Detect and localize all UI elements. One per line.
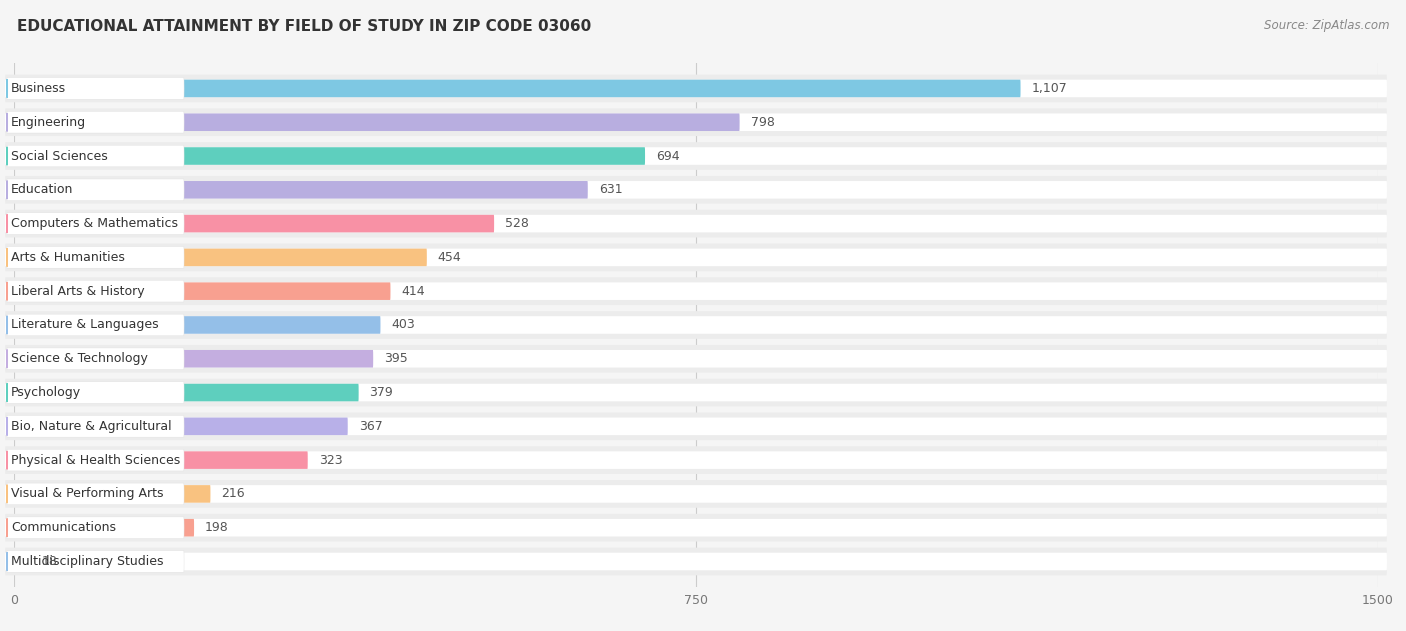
FancyBboxPatch shape (6, 147, 1386, 165)
Text: 631: 631 (599, 184, 623, 196)
Text: 454: 454 (437, 251, 461, 264)
FancyBboxPatch shape (14, 485, 211, 503)
Text: 528: 528 (505, 217, 529, 230)
FancyBboxPatch shape (6, 74, 1386, 102)
FancyBboxPatch shape (14, 80, 1021, 97)
FancyBboxPatch shape (14, 147, 645, 165)
FancyBboxPatch shape (14, 114, 740, 131)
Text: Psychology: Psychology (11, 386, 82, 399)
FancyBboxPatch shape (6, 209, 1386, 237)
FancyBboxPatch shape (6, 311, 1386, 339)
Text: Arts & Humanities: Arts & Humanities (11, 251, 125, 264)
FancyBboxPatch shape (6, 114, 1386, 131)
Text: Visual & Performing Arts: Visual & Performing Arts (11, 487, 163, 500)
FancyBboxPatch shape (6, 413, 1386, 440)
FancyBboxPatch shape (6, 548, 1386, 575)
Text: 395: 395 (384, 352, 408, 365)
FancyBboxPatch shape (7, 247, 184, 268)
FancyBboxPatch shape (14, 451, 308, 469)
FancyBboxPatch shape (6, 316, 1386, 334)
Text: 323: 323 (319, 454, 342, 466)
FancyBboxPatch shape (6, 142, 1386, 170)
Text: 694: 694 (657, 150, 679, 163)
FancyBboxPatch shape (7, 551, 184, 572)
Text: 1,107: 1,107 (1032, 82, 1067, 95)
FancyBboxPatch shape (6, 485, 1386, 503)
Text: Communications: Communications (11, 521, 117, 534)
FancyBboxPatch shape (6, 215, 1386, 232)
FancyBboxPatch shape (14, 384, 359, 401)
Text: 198: 198 (205, 521, 229, 534)
Text: Source: ZipAtlas.com: Source: ZipAtlas.com (1264, 19, 1389, 32)
FancyBboxPatch shape (7, 483, 184, 505)
FancyBboxPatch shape (14, 215, 494, 232)
Text: Business: Business (11, 82, 66, 95)
Text: Education: Education (11, 184, 73, 196)
FancyBboxPatch shape (6, 109, 1386, 136)
FancyBboxPatch shape (6, 350, 1386, 367)
Text: Multidisciplinary Studies: Multidisciplinary Studies (11, 555, 163, 568)
Text: 403: 403 (391, 319, 415, 331)
Text: 798: 798 (751, 115, 775, 129)
FancyBboxPatch shape (7, 145, 184, 167)
FancyBboxPatch shape (14, 181, 588, 199)
FancyBboxPatch shape (7, 416, 184, 437)
Text: Engineering: Engineering (11, 115, 86, 129)
Text: Physical & Health Sciences: Physical & Health Sciences (11, 454, 180, 466)
Text: Liberal Arts & History: Liberal Arts & History (11, 285, 145, 298)
FancyBboxPatch shape (6, 418, 1386, 435)
FancyBboxPatch shape (7, 78, 184, 99)
FancyBboxPatch shape (6, 176, 1386, 204)
FancyBboxPatch shape (14, 519, 194, 536)
FancyBboxPatch shape (7, 314, 184, 336)
Text: EDUCATIONAL ATTAINMENT BY FIELD OF STUDY IN ZIP CODE 03060: EDUCATIONAL ATTAINMENT BY FIELD OF STUDY… (17, 19, 591, 34)
Text: Social Sciences: Social Sciences (11, 150, 108, 163)
FancyBboxPatch shape (7, 112, 184, 133)
FancyBboxPatch shape (6, 379, 1386, 406)
FancyBboxPatch shape (6, 514, 1386, 541)
FancyBboxPatch shape (7, 449, 184, 471)
FancyBboxPatch shape (14, 283, 391, 300)
Text: Literature & Languages: Literature & Languages (11, 319, 159, 331)
FancyBboxPatch shape (14, 418, 347, 435)
FancyBboxPatch shape (6, 519, 1386, 536)
Text: 414: 414 (401, 285, 425, 298)
FancyBboxPatch shape (7, 213, 184, 234)
FancyBboxPatch shape (7, 517, 184, 538)
Text: 379: 379 (370, 386, 394, 399)
FancyBboxPatch shape (14, 553, 31, 570)
FancyBboxPatch shape (14, 316, 381, 334)
Text: 18: 18 (41, 555, 58, 568)
FancyBboxPatch shape (6, 384, 1386, 401)
FancyBboxPatch shape (6, 446, 1386, 474)
FancyBboxPatch shape (7, 348, 184, 370)
FancyBboxPatch shape (6, 480, 1386, 508)
FancyBboxPatch shape (14, 350, 373, 367)
Text: Bio, Nature & Agricultural: Bio, Nature & Agricultural (11, 420, 172, 433)
FancyBboxPatch shape (6, 345, 1386, 373)
FancyBboxPatch shape (6, 277, 1386, 305)
Text: Science & Technology: Science & Technology (11, 352, 148, 365)
FancyBboxPatch shape (6, 553, 1386, 570)
FancyBboxPatch shape (7, 382, 184, 403)
FancyBboxPatch shape (7, 179, 184, 201)
FancyBboxPatch shape (6, 451, 1386, 469)
FancyBboxPatch shape (6, 283, 1386, 300)
Text: Computers & Mathematics: Computers & Mathematics (11, 217, 179, 230)
FancyBboxPatch shape (6, 244, 1386, 271)
Text: 367: 367 (359, 420, 382, 433)
FancyBboxPatch shape (6, 249, 1386, 266)
FancyBboxPatch shape (6, 181, 1386, 199)
FancyBboxPatch shape (14, 249, 427, 266)
FancyBboxPatch shape (7, 280, 184, 302)
FancyBboxPatch shape (6, 80, 1386, 97)
Text: 216: 216 (221, 487, 245, 500)
